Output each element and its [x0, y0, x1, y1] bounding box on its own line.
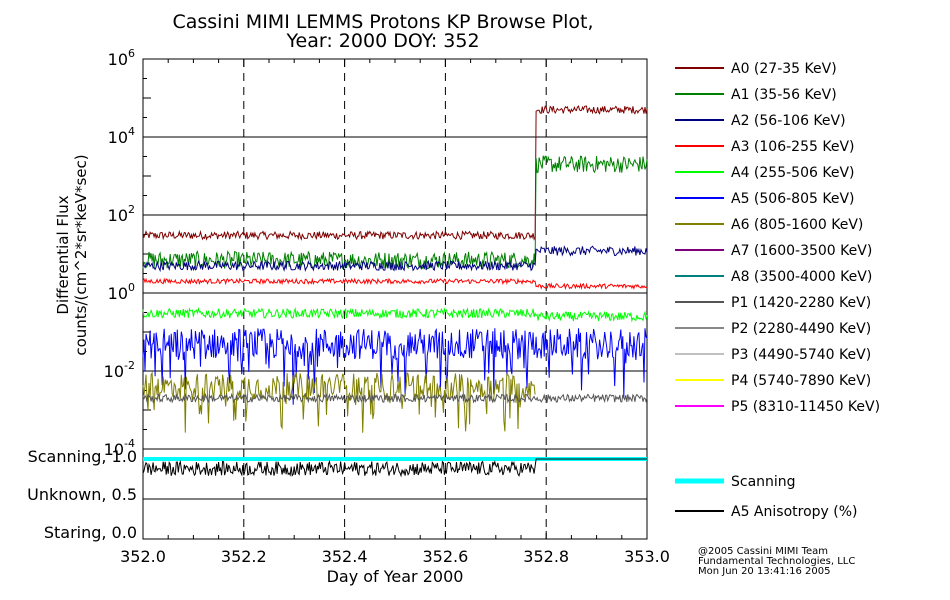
chart-title-line-2: Year: 2000 DOY: 352: [285, 30, 479, 52]
y-axis-label-line-1: Differential Flux: [54, 195, 72, 314]
footer-company: Fundamental Technologies, LLC: [698, 556, 855, 567]
legend-label: A2 (56-106 KeV): [731, 113, 846, 129]
legend-label: A0 (27-35 KeV): [731, 61, 837, 77]
legend-label: A5 (506-805 KeV): [731, 191, 854, 207]
legend-label: P4 (5740-7890 KeV): [731, 373, 871, 389]
series-line: [142, 392, 648, 404]
series-line: [142, 245, 648, 273]
upper-grid: [143, 59, 647, 449]
series-line: [142, 306, 648, 323]
y-tick-label: 106: [108, 47, 135, 69]
x-tick-label: 352.6: [422, 547, 468, 566]
series-line: [142, 327, 648, 405]
x-ticks: 352.0 352.2 352.4 352.6 352.8 353.0: [120, 59, 670, 566]
x-axis-label: Day of Year 2000: [327, 567, 464, 586]
y-axis-label-line-2: counts/(cm^2*sr*keV*sec): [72, 154, 90, 355]
legend-label: P1 (1420-2280 KeV): [731, 295, 871, 311]
legend-label: A1 (35-56 KeV): [731, 87, 837, 103]
y-tick-label: 10-2: [104, 359, 135, 381]
chart-title-line-1: Cassini MIMI LEMMS Protons KP Browse Plo…: [172, 11, 593, 33]
legend-label: A3 (106-255 KeV): [731, 139, 854, 155]
legend-label: Scanning: [731, 474, 796, 490]
legend-label: A5 Anisotropy (%): [731, 504, 858, 520]
x-tick-label: 352.0: [120, 547, 166, 566]
lower-series: [142, 457, 647, 478]
footer-date: Mon Jun 20 13:41:16 2005: [698, 566, 831, 577]
lower-y-tick-staring: Staring, 0.0: [44, 523, 137, 542]
series-line: [142, 155, 648, 270]
lower-grid: [143, 449, 647, 539]
y-tick-label: 100: [108, 281, 135, 303]
upper-panel: 106 104 102 100 10-2 10-4: [104, 47, 648, 459]
legend-lower: Scanning A5 Anisotropy (%): [675, 474, 858, 520]
lower-y-tick-scanning: Scanning, 1.0: [28, 447, 137, 466]
legend-label: A8 (3500-4000 KeV): [731, 269, 872, 285]
legend-label: P3 (4490-5740 KeV): [731, 347, 871, 363]
series-line: [142, 105, 648, 241]
y-tick-label: 104: [108, 125, 135, 147]
legend: A0 (27-35 KeV) A1 (35-56 KeV) A2 (56-106 K…: [675, 61, 880, 415]
upper-series: [142, 105, 648, 450]
x-tick-label: 352.8: [523, 547, 569, 566]
x-tick-label: 352.4: [322, 547, 368, 566]
legend-label: A4 (255-506 KeV): [731, 165, 854, 181]
x-tick-label: 352.2: [221, 547, 267, 566]
legend-label: A6 (805-1600 KeV): [731, 217, 863, 233]
series-line: [142, 371, 536, 433]
y-tick-label: 10-4: [104, 437, 135, 459]
legend-label: P5 (8310-11450 KeV): [731, 399, 880, 415]
y-tick-label: 102: [108, 203, 135, 225]
footer-copyright: @2005 Cassini MIMI Team: [698, 546, 828, 557]
lower-y-tick-unknown: Unknown, 0.5: [27, 485, 137, 504]
lower-panel: Scanning, 1.0 Unknown, 0.5 Staring, 0.0: [27, 447, 648, 542]
legend-label: P2 (2280-4490 KeV): [731, 321, 871, 337]
x-tick-label: 353.0: [624, 547, 670, 566]
upper-y-ticks: 106 104 102 100 10-2 10-4: [104, 47, 151, 459]
series-line: [142, 277, 648, 291]
legend-label: A7 (1600-3500 KeV): [731, 243, 872, 259]
anisotropy-line: [142, 458, 647, 478]
